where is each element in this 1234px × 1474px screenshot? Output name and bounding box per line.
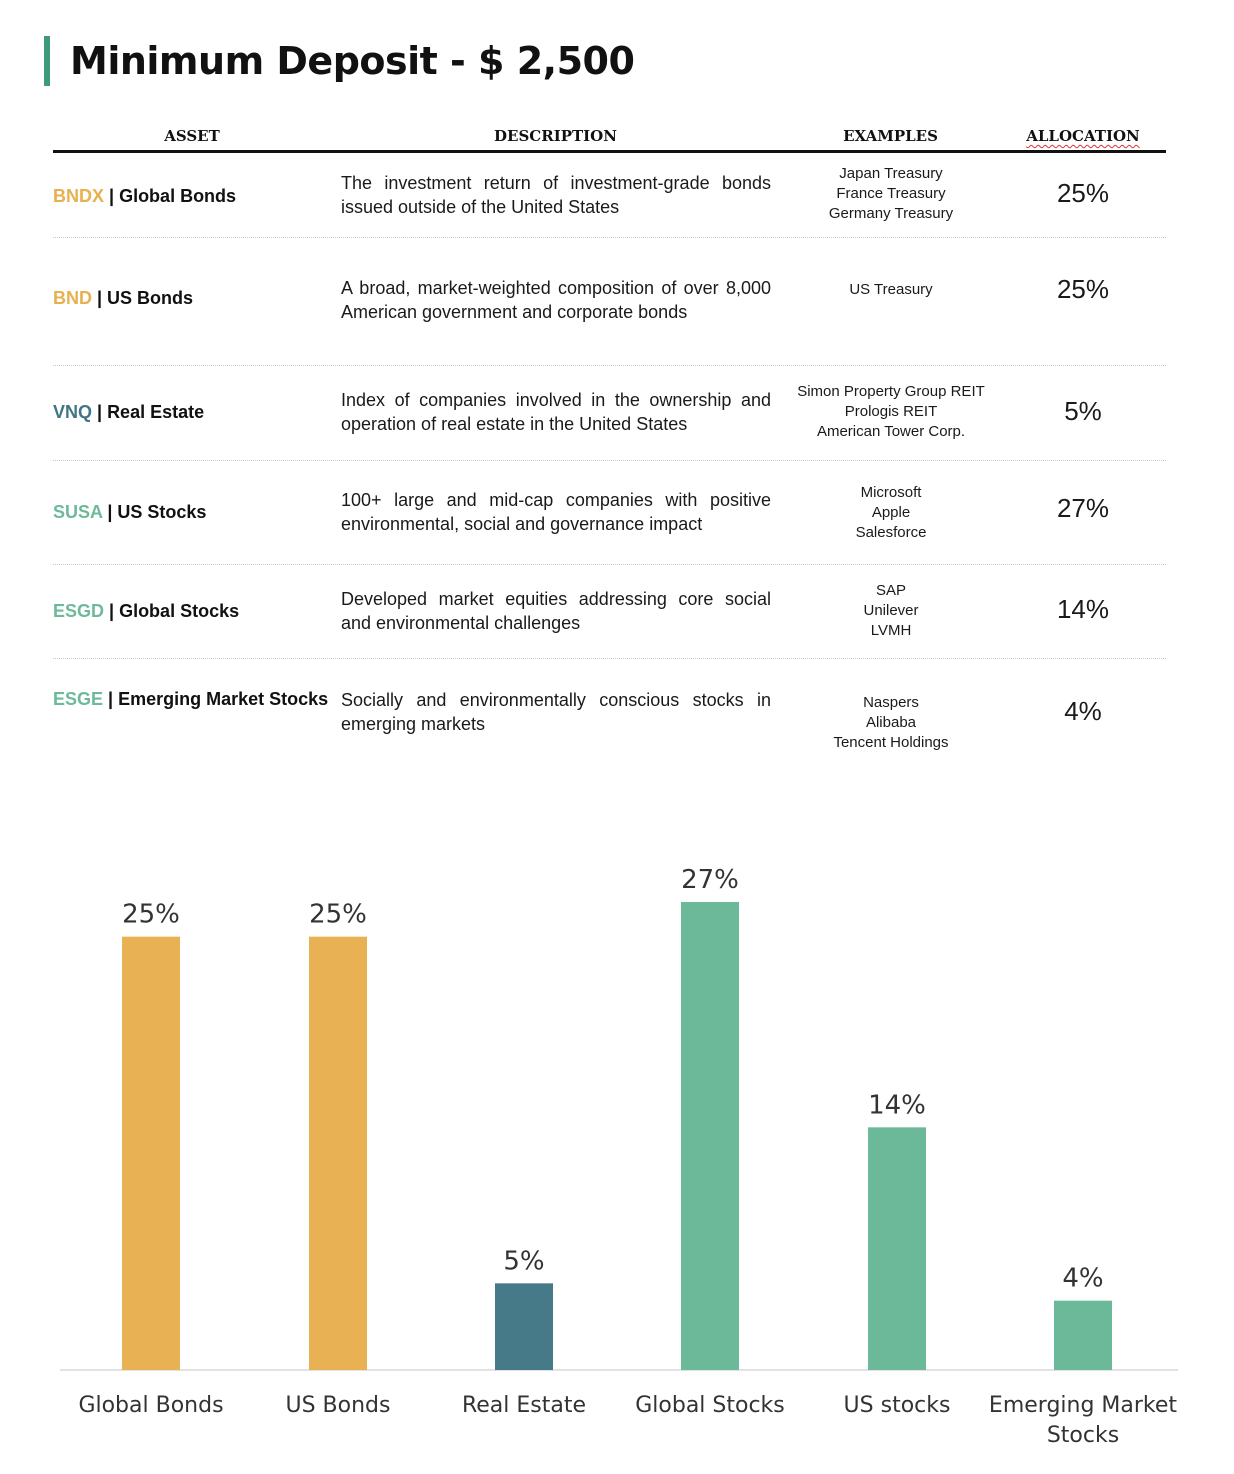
asset-separator: | — [104, 601, 120, 621]
bar — [122, 936, 180, 1370]
allocation-cell: 25% — [1056, 274, 1110, 304]
asset-ticker: BNDX — [53, 186, 105, 206]
allocation-chart: 25% Global Bonds 25% US Bonds 5% Real Estate 2… — [0, 840, 1234, 1460]
asset-name: US Stocks — [117, 502, 207, 522]
description-cell: A broad, market-weighted composition of … — [341, 278, 771, 322]
allocation-bar-chart: 25% Global Bonds 25% US Bonds 5% Real Estate 2… — [60, 865, 1178, 1448]
description-cell: Socially and environmentally conscious s… — [341, 690, 771, 734]
data-label: 4% — [1062, 1264, 1103, 1294]
allocation-cell: 5% — [1064, 396, 1102, 426]
examples-cell: SAP Unilever LVMH — [786, 581, 996, 641]
asset-name: Emerging Market Stocks — [118, 689, 329, 709]
asset-separator: | — [92, 288, 108, 308]
tick-label: Global Bonds — [78, 1393, 223, 1418]
header-asset: ASSET — [164, 127, 220, 145]
page-title: Minimum Deposit - $ 2,500 — [70, 39, 635, 83]
data-label: 25% — [309, 900, 367, 930]
example-item: Microsoft — [860, 484, 922, 501]
allocation-cell: 14% — [1056, 594, 1110, 624]
asset-cell: SUSA | US Stocks — [53, 502, 206, 523]
asset-name: Global Stocks — [119, 601, 240, 621]
allocation-cell: 4% — [1064, 696, 1102, 726]
asset-ticker: BND — [53, 288, 92, 308]
table-row: BND | US Bonds A broad, market-weighted c… — [53, 238, 1166, 366]
asset-ticker: VNQ — [53, 402, 93, 422]
example-item: American Tower Corp. — [816, 423, 966, 440]
table-row: SUSA | US Stocks 100+ large and mid-cap c… — [53, 461, 1166, 565]
table-row: ESGD | Global Stocks Developed market equ… — [53, 565, 1166, 659]
title-accent-bar — [44, 36, 50, 86]
asset-ticker: ESGD — [53, 601, 105, 621]
example-item: Unilever — [863, 602, 919, 619]
example-item: Alibaba — [865, 714, 917, 731]
example-item: Germany Treasury — [828, 205, 954, 222]
asset-ticker: ESGE — [53, 689, 104, 709]
example-item: Japan Treasury — [839, 165, 943, 182]
description-cell: The investment return of investment-grad… — [341, 173, 771, 217]
asset-separator: | — [103, 689, 119, 709]
example-item: Salesforce — [855, 524, 927, 541]
bar — [309, 936, 367, 1370]
allocation-table: ASSET DESCRIPTION EXAMPLES ALLOCATION BN… — [53, 125, 1166, 751]
tick-label: US stocks — [844, 1393, 951, 1418]
asset-cell: VNQ | Real Estate — [53, 402, 204, 423]
asset-separator: | — [104, 186, 120, 206]
table-row: VNQ | Real Estate Index of companies invo… — [53, 366, 1166, 461]
table-header: ASSET DESCRIPTION EXAMPLES ALLOCATION — [53, 125, 1166, 153]
table-row: ESGE | Emerging Market Stocks Socially an… — [53, 659, 1166, 765]
tick-label: Emerging Market — [989, 1393, 1178, 1418]
asset-cell: ESGE | Emerging Market Stocks — [53, 689, 328, 710]
examples-cell: Microsoft Apple Salesforce — [786, 483, 996, 543]
examples-cell: Japan Treasury France Treasury Germany Tre… — [786, 164, 996, 224]
example-item: France Treasury — [836, 185, 946, 202]
description-cell: Developed market equities addressing cor… — [341, 589, 771, 633]
asset-name: Global Bonds — [119, 186, 237, 206]
asset-separator: | — [102, 502, 118, 522]
tick-label: Stocks — [1047, 1423, 1119, 1448]
description-cell: 100+ large and mid-cap companies with po… — [341, 490, 771, 534]
table-row: BNDX | Global Bonds The investment return… — [53, 156, 1166, 238]
allocation-cell: 27% — [1056, 493, 1110, 523]
tick-label: Real Estate — [462, 1393, 586, 1418]
bar — [495, 1283, 553, 1370]
examples-cell: US Treasury — [786, 280, 996, 300]
example-item: LVMH — [870, 622, 912, 639]
bar — [868, 1127, 926, 1370]
data-label: 25% — [122, 900, 180, 930]
example-item: Tencent Holdings — [833, 734, 949, 751]
asset-separator: | — [92, 402, 108, 422]
data-label: 27% — [681, 865, 739, 895]
example-item: US Treasury — [849, 281, 933, 298]
header-examples: EXAMPLES — [843, 127, 938, 145]
data-label: 14% — [868, 1090, 926, 1120]
asset-name: US Bonds — [107, 288, 194, 308]
header-description: DESCRIPTION — [494, 127, 617, 145]
asset-name: Real Estate — [107, 402, 205, 422]
asset-cell: BNDX | Global Bonds — [53, 186, 236, 207]
example-item: Apple — [871, 504, 911, 521]
asset-cell: BND | US Bonds — [53, 288, 193, 309]
examples-cell: Naspers Alibaba Tencent Holdings — [786, 693, 996, 753]
allocation-cell: 25% — [1056, 178, 1110, 208]
description-cell: Index of companies involved in the owner… — [341, 390, 771, 434]
header-allocation: ALLOCATION — [1026, 127, 1140, 145]
bar — [1054, 1300, 1112, 1370]
example-item: SAP — [875, 582, 906, 599]
asset-ticker: SUSA — [53, 502, 103, 522]
example-item: Prologis REIT — [844, 403, 938, 420]
data-label: 5% — [503, 1246, 544, 1276]
examples-cell: Simon Property Group REIT Prologis REIT Am… — [786, 382, 996, 442]
asset-cell: ESGD | Global Stocks — [53, 601, 239, 622]
tick-label: Global Stocks — [635, 1393, 785, 1418]
example-item: Naspers — [863, 694, 919, 711]
bar — [681, 902, 739, 1370]
example-item: Simon Property Group REIT — [797, 383, 985, 400]
tick-label: US Bonds — [286, 1393, 391, 1418]
